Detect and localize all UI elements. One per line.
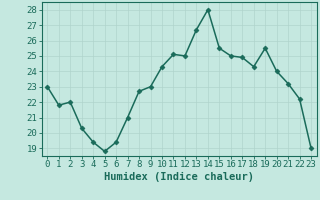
- X-axis label: Humidex (Indice chaleur): Humidex (Indice chaleur): [104, 172, 254, 182]
